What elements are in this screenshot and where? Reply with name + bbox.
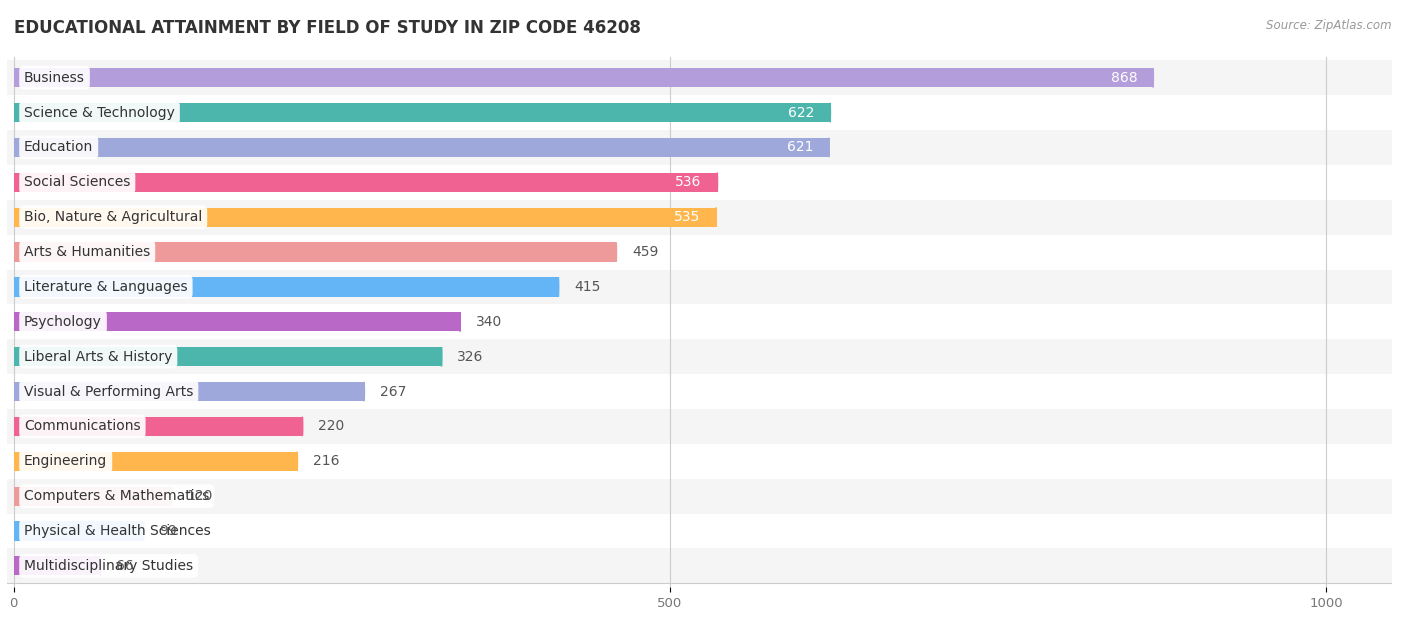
Bar <box>7 444 1392 479</box>
Text: 868: 868 <box>1111 71 1137 85</box>
Text: 66: 66 <box>115 559 134 573</box>
Bar <box>7 304 1392 339</box>
Text: 415: 415 <box>574 280 600 294</box>
Bar <box>7 269 1392 304</box>
Bar <box>7 61 1392 95</box>
Text: 220: 220 <box>318 420 344 433</box>
Bar <box>14 278 558 297</box>
Text: 621: 621 <box>786 141 813 155</box>
Text: Computers & Mathematics: Computers & Mathematics <box>24 489 209 503</box>
Text: 340: 340 <box>475 315 502 329</box>
Bar <box>14 208 716 227</box>
Bar <box>14 382 364 401</box>
Bar <box>7 235 1392 269</box>
Text: 216: 216 <box>314 454 339 468</box>
Bar <box>14 173 717 192</box>
Text: Psychology: Psychology <box>24 315 103 329</box>
Text: Science & Technology: Science & Technology <box>24 105 174 120</box>
Bar <box>7 479 1392 514</box>
Bar <box>14 242 616 262</box>
Bar <box>14 312 460 331</box>
Bar <box>7 95 1392 130</box>
Text: 459: 459 <box>631 245 658 259</box>
Text: 267: 267 <box>380 384 406 399</box>
Bar <box>14 487 172 506</box>
Bar <box>14 417 302 436</box>
Bar <box>7 514 1392 548</box>
Text: Multidisciplinary Studies: Multidisciplinary Studies <box>24 559 193 573</box>
Text: 622: 622 <box>787 105 814 120</box>
Text: Arts & Humanities: Arts & Humanities <box>24 245 150 259</box>
Bar <box>7 339 1392 374</box>
Text: Literature & Languages: Literature & Languages <box>24 280 188 294</box>
Text: 535: 535 <box>673 210 700 224</box>
Text: Visual & Performing Arts: Visual & Performing Arts <box>24 384 194 399</box>
Text: Physical & Health Sciences: Physical & Health Sciences <box>24 524 211 538</box>
Bar <box>14 138 828 157</box>
Text: 120: 120 <box>187 489 214 503</box>
Bar <box>14 521 143 541</box>
Bar <box>7 548 1392 583</box>
Bar <box>14 452 297 471</box>
Text: Education: Education <box>24 141 93 155</box>
Text: Communications: Communications <box>24 420 141 433</box>
Text: Social Sciences: Social Sciences <box>24 175 131 189</box>
Bar <box>7 200 1392 235</box>
Text: EDUCATIONAL ATTAINMENT BY FIELD OF STUDY IN ZIP CODE 46208: EDUCATIONAL ATTAINMENT BY FIELD OF STUDY… <box>14 19 641 37</box>
Bar <box>7 165 1392 200</box>
Text: 536: 536 <box>675 175 702 189</box>
Text: Liberal Arts & History: Liberal Arts & History <box>24 350 173 363</box>
Text: 326: 326 <box>457 350 484 363</box>
Bar <box>14 347 441 366</box>
Bar <box>7 409 1392 444</box>
Bar <box>14 103 830 122</box>
Text: 99: 99 <box>159 524 177 538</box>
Text: Business: Business <box>24 71 84 85</box>
Bar <box>7 130 1392 165</box>
Bar <box>14 68 1153 87</box>
Bar <box>7 374 1392 409</box>
Bar <box>14 557 100 575</box>
Text: Engineering: Engineering <box>24 454 107 468</box>
Text: Bio, Nature & Agricultural: Bio, Nature & Agricultural <box>24 210 202 224</box>
Text: Source: ZipAtlas.com: Source: ZipAtlas.com <box>1267 19 1392 32</box>
